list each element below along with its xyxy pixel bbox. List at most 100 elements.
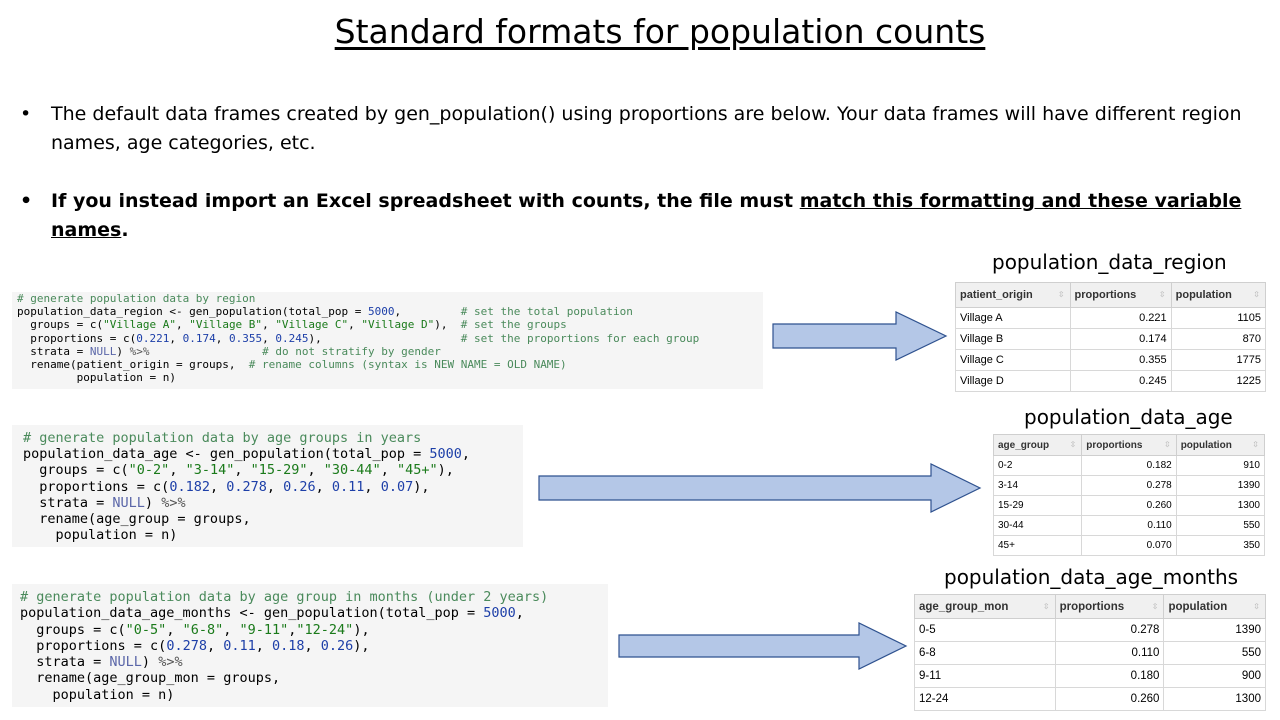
table-cell: 0.260 — [1054, 687, 1165, 711]
table-cell: 12-24 — [914, 687, 1056, 711]
table-cell: 1300 — [1175, 495, 1266, 516]
table-label-age: population_data_age — [1024, 405, 1233, 429]
code-line: population_data_age <- gen_population(to… — [23, 446, 471, 463]
table-cell: 1300 — [1163, 687, 1266, 711]
table-row: 12-24 0.260 1300 — [914, 687, 1266, 711]
table-row: 9-11 0.180 900 — [914, 664, 1266, 688]
data-frame-age: age_group ⇳ proportions ⇳ population ⇳ 0-2 0… — [992, 434, 1266, 556]
code-line: # generate population data by region — [17, 292, 256, 305]
bullet-default-data-frames: The default data frames created by gen_p… — [20, 100, 1250, 158]
table-row: 30-44 0.110 550 — [992, 515, 1266, 536]
code-line: strata = NULL) %>% # do not stratify by … — [17, 344, 441, 358]
column-header[interactable]: proportions ⇳ — [1069, 282, 1172, 308]
table-cell: 0.278 — [1054, 618, 1165, 642]
table-cell: 0.110 — [1054, 641, 1165, 665]
table-cell: 1390 — [1163, 618, 1266, 642]
table-header-row: age_group ⇳ proportions ⇳ population ⇳ — [992, 434, 1266, 456]
table-row: 6-8 0.110 550 — [914, 641, 1266, 665]
code-line: groups = c("0-5", "6-8", "9-11","12-24")… — [20, 621, 370, 638]
table-cell: 0.221 — [1069, 307, 1172, 329]
table-cell: 0-5 — [914, 618, 1056, 642]
data-frame-age-months: age_group_mon ⇳ proportions ⇳ population ⇳ … — [914, 594, 1266, 711]
sort-arrows-icon: ⇳ — [1252, 440, 1259, 449]
table-cell: 1775 — [1170, 349, 1267, 371]
code-block-region: # generate population data by region popu… — [12, 292, 763, 389]
table-header-row: age_group_mon ⇳ proportions ⇳ population ⇳ — [914, 594, 1266, 619]
table-row: Village C 0.355 1775 — [955, 349, 1267, 371]
sort-arrows-icon: ⇳ — [1057, 290, 1065, 299]
table-cell: 3-14 — [992, 475, 1083, 496]
table-cell: 0.355 — [1069, 349, 1172, 371]
sort-arrows-icon: ⇳ — [1253, 601, 1260, 611]
table-row: 0-5 0.278 1390 — [914, 618, 1266, 642]
table-cell: 6-8 — [914, 641, 1056, 665]
code-line: proportions = c(0.221, 0.174, 0.355, 0.2… — [17, 331, 700, 345]
column-header[interactable]: age_group ⇳ — [992, 434, 1083, 456]
table-cell: 45+ — [992, 535, 1083, 556]
table-cell: 15-29 — [992, 495, 1083, 516]
code-line: groups = c("0-2", "3-14", "15-29", "30-4… — [23, 462, 454, 479]
table-label-age-months: population_data_age_months — [944, 565, 1239, 589]
table-cell: Village A — [955, 307, 1071, 329]
sort-arrows-icon: ⇳ — [1253, 290, 1260, 299]
table-row: Village A 0.221 1105 — [955, 307, 1267, 329]
code-line: # generate population data by age groups… — [23, 430, 422, 446]
table-cell: 550 — [1163, 641, 1266, 665]
column-header[interactable]: proportions ⇳ — [1081, 434, 1177, 456]
sort-arrows-icon: ⇳ — [1158, 290, 1166, 299]
table-cell: 0.180 — [1054, 664, 1165, 688]
code-line: rename(age_group = groups, — [23, 511, 251, 528]
code-line: strata = NULL) %>% — [20, 654, 183, 671]
column-header[interactable]: population ⇳ — [1163, 594, 1266, 619]
table-cell: Village C — [955, 349, 1071, 371]
code-block-age: # generate population data by age groups… — [12, 425, 523, 547]
slide-title: Standard formats for population counts — [334, 12, 986, 51]
code-line: rename(patient_origin = groups, # rename… — [17, 358, 567, 372]
table-row: 15-29 0.260 1300 — [992, 495, 1266, 516]
code-line: # generate population data by age group … — [20, 589, 549, 605]
table-cell: Village D — [955, 370, 1071, 392]
table-cell: 1105 — [1170, 307, 1267, 329]
table-label-region: population_data_region — [992, 250, 1227, 274]
table-cell: 1390 — [1175, 475, 1266, 496]
code-line: strata = NULL) %>% — [23, 494, 186, 511]
sort-arrows-icon: ⇳ — [1069, 440, 1077, 449]
table-cell: 0.260 — [1081, 495, 1177, 516]
column-header[interactable]: population ⇳ — [1170, 282, 1267, 308]
column-header[interactable]: age_group_mon ⇳ — [914, 594, 1056, 619]
sort-arrows-icon: ⇳ — [1042, 601, 1050, 611]
bullet-text-suffix: . — [121, 219, 129, 241]
arrow-right-icon — [618, 622, 908, 670]
column-header[interactable]: population ⇳ — [1175, 434, 1266, 456]
bullet-excel-import: If you instead import an Excel spreadshe… — [20, 187, 1250, 245]
code-line: population = n) — [17, 371, 176, 385]
bullet-text-prefix: If you instead import an Excel spreadshe… — [51, 190, 800, 212]
table-cell: 0.182 — [1081, 455, 1177, 476]
code-line: proportions = c(0.278, 0.11, 0.18, 0.26)… — [20, 637, 370, 654]
table-cell: 0.070 — [1081, 535, 1177, 556]
table-cell: 900 — [1163, 664, 1266, 688]
code-line: proportions = c(0.182, 0.278, 0.26, 0.11… — [23, 478, 430, 495]
code-line: population_data_age_months <- gen_popula… — [20, 605, 524, 622]
code-line: groups = c("Village A", "Village B", "Vi… — [17, 318, 567, 332]
table-row: Village B 0.174 870 — [955, 328, 1267, 350]
table-cell: 0.245 — [1069, 370, 1172, 392]
table-cell: 870 — [1170, 328, 1267, 350]
table-cell: Village B — [955, 328, 1071, 350]
code-line: population = n) — [20, 686, 175, 703]
sort-arrows-icon: ⇳ — [1164, 440, 1171, 449]
code-line: population = n) — [23, 527, 178, 544]
table-row: 3-14 0.278 1390 — [992, 475, 1266, 496]
code-line: population_data_region <- gen_population… — [17, 305, 633, 319]
column-header[interactable]: proportions ⇳ — [1054, 594, 1165, 619]
table-header-row: patient_origin ⇳ proportions ⇳ population ⇳ — [955, 282, 1267, 308]
bullet-underlined-text: match this formatting and these variable… — [51, 190, 1242, 241]
sort-arrows-icon: ⇳ — [1151, 601, 1159, 611]
table-cell: 1225 — [1170, 370, 1267, 392]
table-cell: 0.174 — [1069, 328, 1172, 350]
table-cell: 910 — [1175, 455, 1266, 476]
bullet-text: The default data frames created by gen_p… — [51, 103, 1242, 154]
column-header[interactable]: patient_origin ⇳ — [955, 282, 1071, 308]
table-cell: 30-44 — [992, 515, 1083, 536]
table-cell: 0-2 — [992, 455, 1083, 476]
